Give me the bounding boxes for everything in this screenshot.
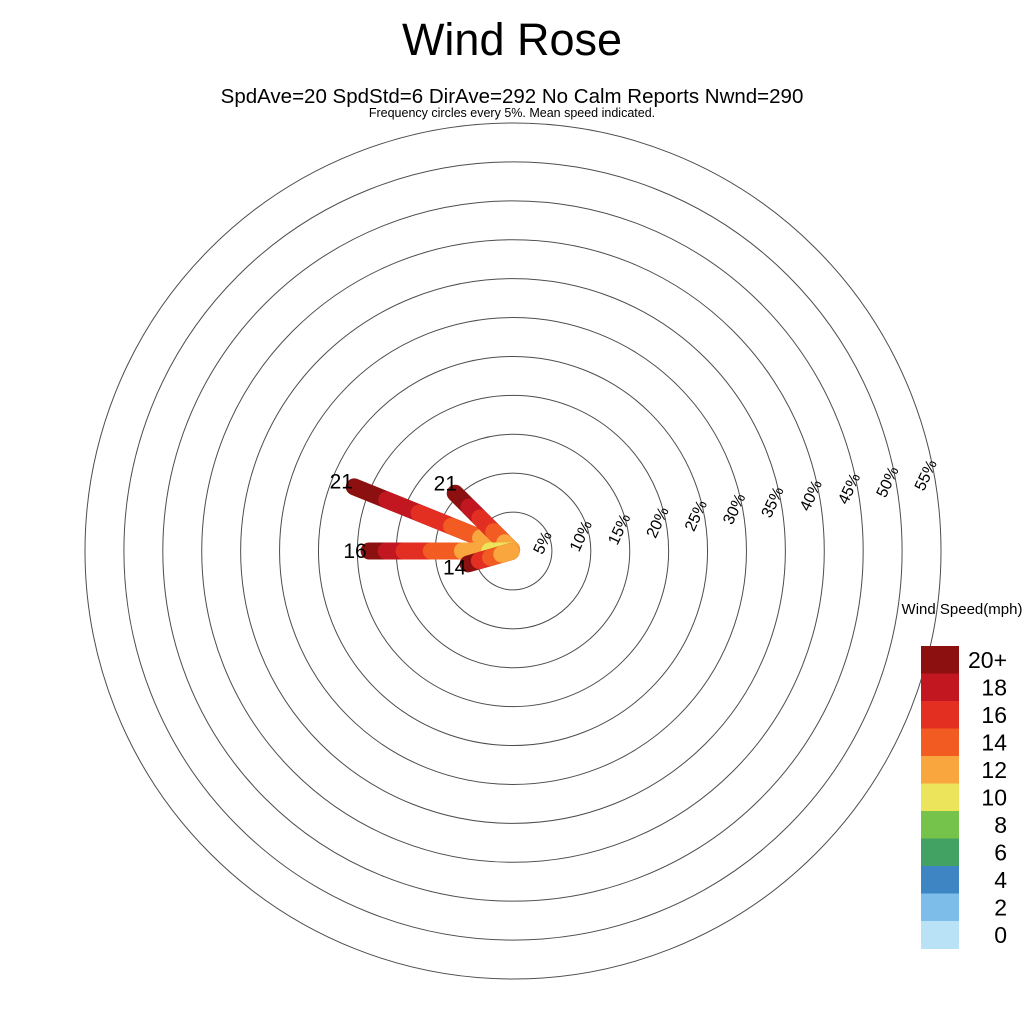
petal-mean-speed-label: 16 bbox=[343, 540, 366, 563]
petal-mean-speed-label: 21 bbox=[434, 472, 457, 495]
frequency-rings bbox=[84, 122, 942, 980]
frequency-ring bbox=[162, 200, 864, 902]
frequency-ring bbox=[317, 355, 709, 747]
legend-label: 10 bbox=[981, 784, 1007, 810]
chart-subtitle: Frequency circles every 5%. Mean speed i… bbox=[369, 106, 655, 120]
legend-swatch[interactable] bbox=[921, 866, 959, 894]
legend-swatch[interactable] bbox=[921, 838, 959, 867]
page-title: Wind Rose bbox=[402, 14, 622, 65]
frequency-ring bbox=[123, 161, 903, 941]
frequency-ring bbox=[279, 317, 747, 785]
legend-label: 14 bbox=[981, 729, 1007, 755]
legend-label: 2 bbox=[994, 894, 1007, 920]
legend-label: 8 bbox=[994, 812, 1007, 838]
radial-tick-label: 15% bbox=[605, 511, 634, 547]
frequency-ring bbox=[201, 239, 825, 863]
legend-label: 6 bbox=[994, 839, 1007, 865]
legend-swatch[interactable] bbox=[921, 728, 959, 757]
legend-label: 20+ bbox=[968, 647, 1007, 673]
frequency-ring bbox=[84, 122, 942, 980]
legend-label: 0 bbox=[994, 922, 1007, 948]
petal-mean-speed-label: 21 bbox=[330, 471, 353, 494]
summary-stats-line: SpdAve=20 SpdStd=6 DirAve=292 No Calm Re… bbox=[221, 85, 804, 108]
legend-swatch[interactable] bbox=[921, 646, 959, 674]
petal-segment bbox=[493, 543, 520, 563]
legend-title: Wind Speed(mph) bbox=[902, 601, 1023, 618]
legend-swatch[interactable] bbox=[921, 756, 959, 784]
legend-label: 12 bbox=[981, 757, 1007, 783]
legend-swatch[interactable] bbox=[921, 673, 959, 702]
radial-tick-label: 10% bbox=[567, 518, 596, 554]
legend-swatch[interactable] bbox=[921, 783, 959, 812]
legend-label: 4 bbox=[994, 867, 1007, 893]
legend-swatch[interactable] bbox=[921, 811, 959, 839]
legend-swatch[interactable] bbox=[921, 921, 959, 949]
frequency-ring bbox=[240, 278, 786, 824]
radial-tick-labels: 5% 10% 15% 20% 25% 30% 35% 40% 45% 50% 55% bbox=[531, 457, 941, 557]
legend-swatch[interactable] bbox=[921, 893, 959, 922]
radial-tick-label: 20% bbox=[644, 505, 673, 541]
legend-swatch[interactable] bbox=[921, 701, 959, 729]
frequency-ring bbox=[356, 394, 670, 708]
legend-label: 16 bbox=[981, 702, 1007, 728]
wind-petals bbox=[345, 478, 521, 573]
petal-mean-speed-label: 14 bbox=[443, 557, 467, 580]
legend-label: 18 bbox=[981, 674, 1007, 700]
petal-mean-speed-labels: 21 21 16 14 bbox=[330, 471, 467, 580]
